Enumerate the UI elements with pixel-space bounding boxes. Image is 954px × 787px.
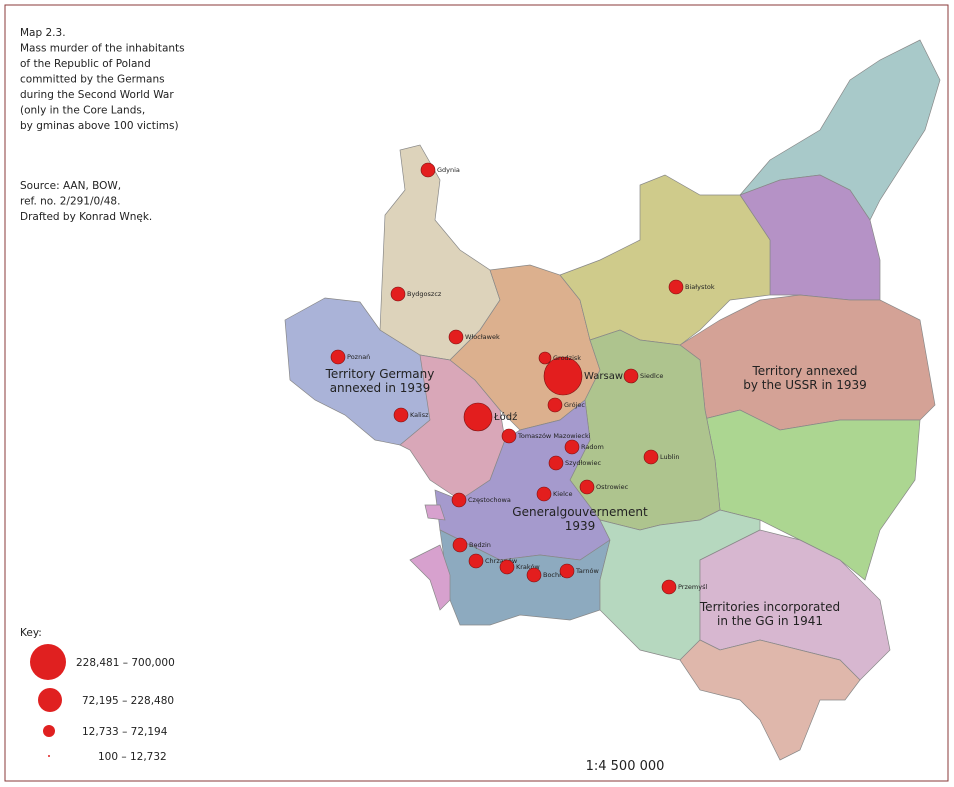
city-marker — [452, 537, 468, 553]
key-symbol — [43, 725, 55, 737]
city-label: Grójec — [564, 401, 585, 409]
city-marker — [543, 356, 583, 396]
title-line: (only in the Core Lands, — [20, 105, 145, 117]
city-label: Łódź — [493, 411, 517, 423]
key-item: 228,481 – 700,000 — [76, 657, 175, 669]
city-marker — [536, 486, 552, 502]
title-line: of the Republic of Poland — [20, 58, 151, 70]
city-label: Szydłowiec — [565, 459, 601, 467]
city-label: Będzin — [469, 541, 491, 549]
city-marker — [463, 402, 493, 432]
city-label: Grodzisk — [553, 354, 581, 362]
regions-shapes — [284, 39, 941, 761]
region-label: 1939 — [565, 519, 596, 533]
city-marker — [623, 368, 639, 384]
city-marker — [547, 397, 563, 413]
key-symbol — [48, 755, 50, 757]
key-title: Key: — [20, 627, 42, 639]
city-label: Przemyśl — [678, 583, 707, 591]
city-label: Radom — [581, 443, 604, 451]
city-marker — [501, 428, 517, 444]
region-label: Territory annexed — [751, 364, 857, 378]
source-line: Drafted by Konrad Wnęk. — [20, 211, 152, 223]
city-marker — [393, 407, 409, 423]
city-label: Bydgoszcz — [407, 290, 442, 298]
source-line: Source: AAN, BOW, — [20, 180, 121, 192]
key-item: 100 – 12,732 — [98, 751, 167, 763]
city-marker — [448, 329, 464, 345]
key-symbol — [38, 688, 62, 712]
source-line: ref. no. 2/291/0/48. — [20, 196, 120, 208]
city-label: Bochnia — [543, 571, 569, 579]
city-label: Lublin — [660, 453, 679, 461]
city-marker — [548, 455, 564, 471]
region-label: annexed in 1939 — [330, 381, 431, 395]
city-marker — [643, 449, 659, 465]
city-label: Częstochowa — [468, 496, 511, 504]
region-label: Generalgouvernement — [512, 505, 648, 519]
title-line: Map 2.3. — [20, 27, 66, 39]
title-line: committed by the Germans — [20, 74, 165, 86]
city-marker — [661, 579, 677, 595]
city-marker — [564, 439, 580, 455]
city-label: Chrzanów — [485, 557, 518, 565]
city-label: Ostrowiec — [596, 483, 629, 491]
city-label: Włocławek — [465, 333, 500, 341]
texts: Map 2.3. Mass murder of the inhabitants of… — [20, 27, 867, 628]
title-line: by gminas above 100 victims) — [20, 120, 179, 132]
city-marker — [390, 286, 406, 302]
city-marker — [420, 162, 436, 178]
city-marker — [330, 349, 346, 365]
city-marker — [499, 559, 515, 575]
city-marker — [579, 479, 595, 495]
region-label: by the USSR in 1939 — [743, 378, 867, 392]
region-label: Territory Germany — [325, 367, 435, 381]
city-marker — [668, 279, 684, 295]
city-marker — [526, 567, 542, 583]
city-label: Kielce — [553, 490, 572, 498]
city-label: Poznań — [347, 353, 370, 361]
city-label: Białystok — [685, 283, 715, 291]
city-marker — [538, 351, 552, 365]
city-marker — [559, 563, 575, 579]
city-label: Siedlce — [640, 372, 663, 380]
city-label: Tomaszów Mazowiecki — [517, 432, 591, 440]
key-item: 72,195 – 228,480 — [82, 695, 174, 707]
region-label: Territories incorporated — [699, 600, 840, 614]
city-label: Kraków — [516, 563, 540, 571]
scale: 1:4 500 000 — [586, 759, 665, 774]
key-symbol — [30, 644, 66, 680]
region-label: in the GG in 1941 — [717, 614, 823, 628]
city-label: Gdynia — [437, 166, 460, 174]
city-label: Kalisz — [410, 411, 429, 419]
city-marker — [451, 492, 467, 508]
city-marker — [468, 553, 484, 569]
city-label: Tarnów — [575, 567, 600, 575]
city-label: Warsaw — [584, 371, 623, 382]
title-line: during the Second World War — [20, 89, 174, 101]
key-item: 12,733 – 72,194 — [82, 726, 168, 738]
title-line: Mass murder of the inhabitants — [20, 43, 185, 55]
